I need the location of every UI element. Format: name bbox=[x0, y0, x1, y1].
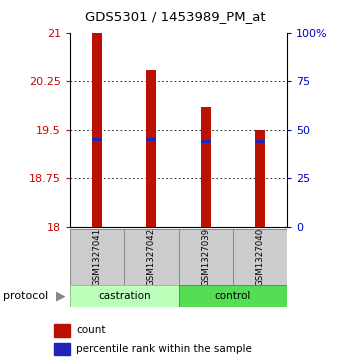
Text: GSM1327042: GSM1327042 bbox=[147, 228, 156, 286]
Text: percentile rank within the sample: percentile rank within the sample bbox=[76, 344, 252, 354]
Text: ▶: ▶ bbox=[56, 289, 66, 302]
Text: protocol: protocol bbox=[4, 291, 49, 301]
Bar bbox=[233, 229, 287, 285]
Bar bbox=[255, 140, 265, 143]
Bar bbox=[147, 138, 156, 141]
Bar bbox=[92, 138, 102, 141]
Bar bbox=[201, 107, 210, 227]
Bar bbox=[201, 140, 210, 143]
Bar bbox=[255, 130, 265, 227]
Text: count: count bbox=[76, 325, 106, 335]
Text: GDS5301 / 1453989_PM_at: GDS5301 / 1453989_PM_at bbox=[85, 10, 265, 23]
Bar bbox=[70, 285, 178, 307]
Bar bbox=[178, 285, 287, 307]
Bar bbox=[147, 70, 156, 227]
Text: GSM1327039: GSM1327039 bbox=[201, 228, 210, 286]
Bar bbox=[54, 343, 70, 355]
Bar bbox=[124, 229, 178, 285]
Bar bbox=[92, 33, 102, 227]
Text: control: control bbox=[215, 291, 251, 301]
Text: GSM1327041: GSM1327041 bbox=[93, 228, 101, 286]
Bar bbox=[54, 324, 70, 337]
Text: castration: castration bbox=[98, 291, 150, 301]
Bar bbox=[178, 229, 233, 285]
Text: GSM1327040: GSM1327040 bbox=[256, 228, 264, 286]
Bar bbox=[70, 229, 124, 285]
